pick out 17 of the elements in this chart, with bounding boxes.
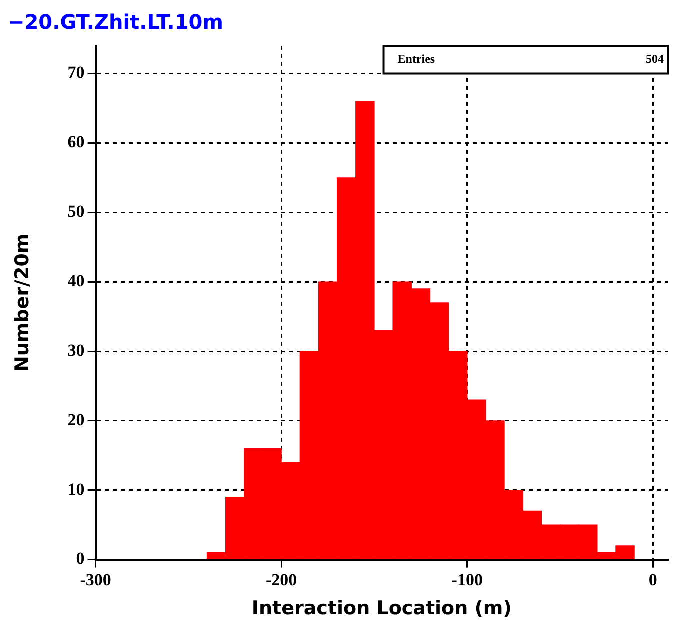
y-tick-label: 0 [76, 549, 85, 568]
x-tick-label: -300 [80, 570, 112, 590]
x-tick-label: 0 [648, 570, 658, 590]
y-tick-label: 10 [68, 480, 85, 499]
annotation: Entries [398, 52, 436, 66]
x-axis-title: Interaction Location (m) [252, 598, 512, 620]
y-axis-title: Number/20m [11, 234, 34, 372]
chart-title: −20.GT.Zhit.LT.10m [8, 10, 224, 34]
y-tick-label: 30 [68, 340, 85, 360]
y-tick-label: 70 [68, 63, 85, 82]
y-tick-label: 20 [68, 410, 85, 430]
y-tick-label: 40 [68, 271, 85, 290]
annotation: 504 [646, 52, 664, 66]
x-tick-label: -200 [266, 570, 298, 590]
y-tick-label: 60 [68, 132, 85, 152]
x-tick-label: -100 [452, 570, 483, 590]
y-tick-label: 50 [68, 202, 85, 222]
